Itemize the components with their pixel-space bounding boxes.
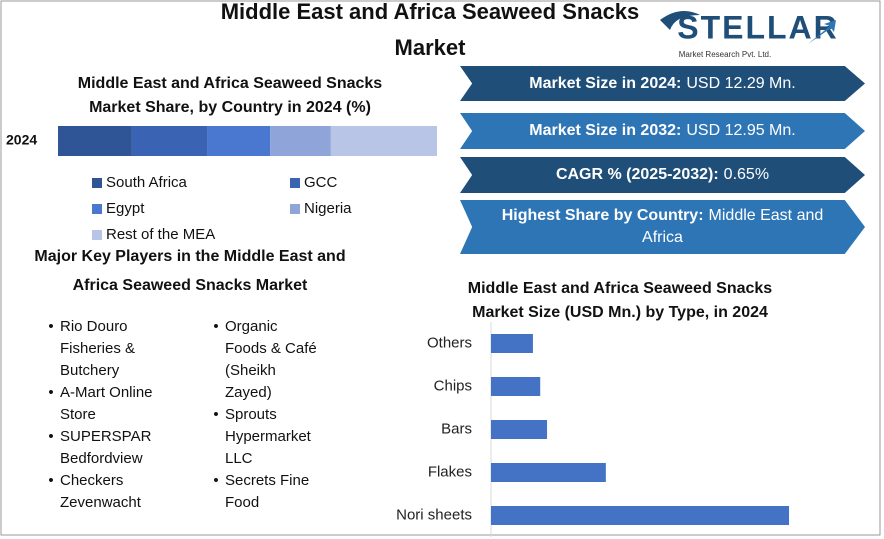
bar-segment <box>330 126 437 156</box>
bar <box>491 463 606 482</box>
key-player: A-Mart Online Store <box>42 382 162 426</box>
bar-segment <box>58 126 132 156</box>
bar-segment <box>207 126 271 156</box>
bar <box>491 334 533 353</box>
legend-label: South Africa <box>106 174 188 191</box>
chart-title: Middle East and Africa Seaweed Snacks Ma… <box>467 280 773 321</box>
page-title: Middle East and Africa Seaweed Snacks Ma… <box>220 0 640 60</box>
highlight-label: CAGR % (2025-2032): <box>555 166 719 183</box>
highlight-label: Market Size in 2024: <box>529 74 682 92</box>
legend-label: Rest of the MEA <box>106 226 215 243</box>
logo-tagline: Market Research Pvt. Ltd. <box>679 50 771 59</box>
key-players-title: Major Key Players in the Middle East and… <box>34 248 346 294</box>
highlight-value: 0.65% <box>723 166 770 183</box>
key-player: Sprouts Hypermarket LLC <box>207 404 323 470</box>
highlight-label: Market Size in 2032: <box>529 122 682 139</box>
legend-swatch <box>92 178 102 188</box>
y-tick-label: Chips <box>434 377 472 394</box>
legend-label: Nigeria <box>304 200 352 217</box>
legend-label: Egypt <box>106 200 145 217</box>
bar-segment <box>270 126 331 156</box>
key-player: Secrets Fine Food <box>207 470 323 514</box>
logo-arrow <box>808 20 836 44</box>
highlight-value: USD 12.95 Mn. <box>686 122 796 139</box>
key-player: SUPERSPAR Bedfordview <box>42 426 162 470</box>
highlight-label: Highest Share by Country: <box>501 207 704 224</box>
y-tick-label: Others <box>427 334 472 351</box>
key-player: Checkers Zevenwacht <box>42 470 162 514</box>
highlight-banner: Market Size in 2032: USD 12.95 Mn. <box>460 113 865 149</box>
legend-swatch <box>290 204 300 214</box>
legend-swatch <box>92 204 102 214</box>
logo-swoosh <box>660 11 700 30</box>
highlight-banner: Market Size in 2024: USD 12.29 Mn. <box>460 66 865 101</box>
logo-name: STELLAR <box>677 9 839 45</box>
bar <box>491 420 548 439</box>
key-player: Organic Foods & Café (Sheikh Zayed) <box>207 316 323 404</box>
legend-label: GCC <box>304 174 338 191</box>
highlight-banner: CAGR % (2025-2032): 0.65% <box>460 157 865 193</box>
y-tick-label: Bars <box>441 420 472 437</box>
bar-segment <box>131 126 208 156</box>
key-players-column: Organic Foods & Café (Sheikh Zayed)Sprou… <box>207 316 323 514</box>
y-tick-label: Flakes <box>428 463 472 480</box>
highlight-value: Middle East and Africa <box>642 207 824 246</box>
y-tick-label: 2024 <box>6 132 37 148</box>
key-players-column: Rio Douro Fisheries & ButcheryA-Mart Onl… <box>42 316 162 514</box>
chart-title: Middle East and Africa Seaweed Snacks Ma… <box>77 75 383 116</box>
legend-swatch <box>92 230 102 240</box>
key-player: Rio Douro Fisheries & Butchery <box>42 316 162 382</box>
legend-swatch <box>290 178 300 188</box>
bar <box>491 506 790 525</box>
highlight-value: USD 12.29 Mn. <box>686 74 796 92</box>
highlight-banner: Highest Share by Country: Middle East and… <box>460 200 865 254</box>
y-tick-label: Nori sheets <box>396 506 472 523</box>
bar <box>491 377 541 396</box>
